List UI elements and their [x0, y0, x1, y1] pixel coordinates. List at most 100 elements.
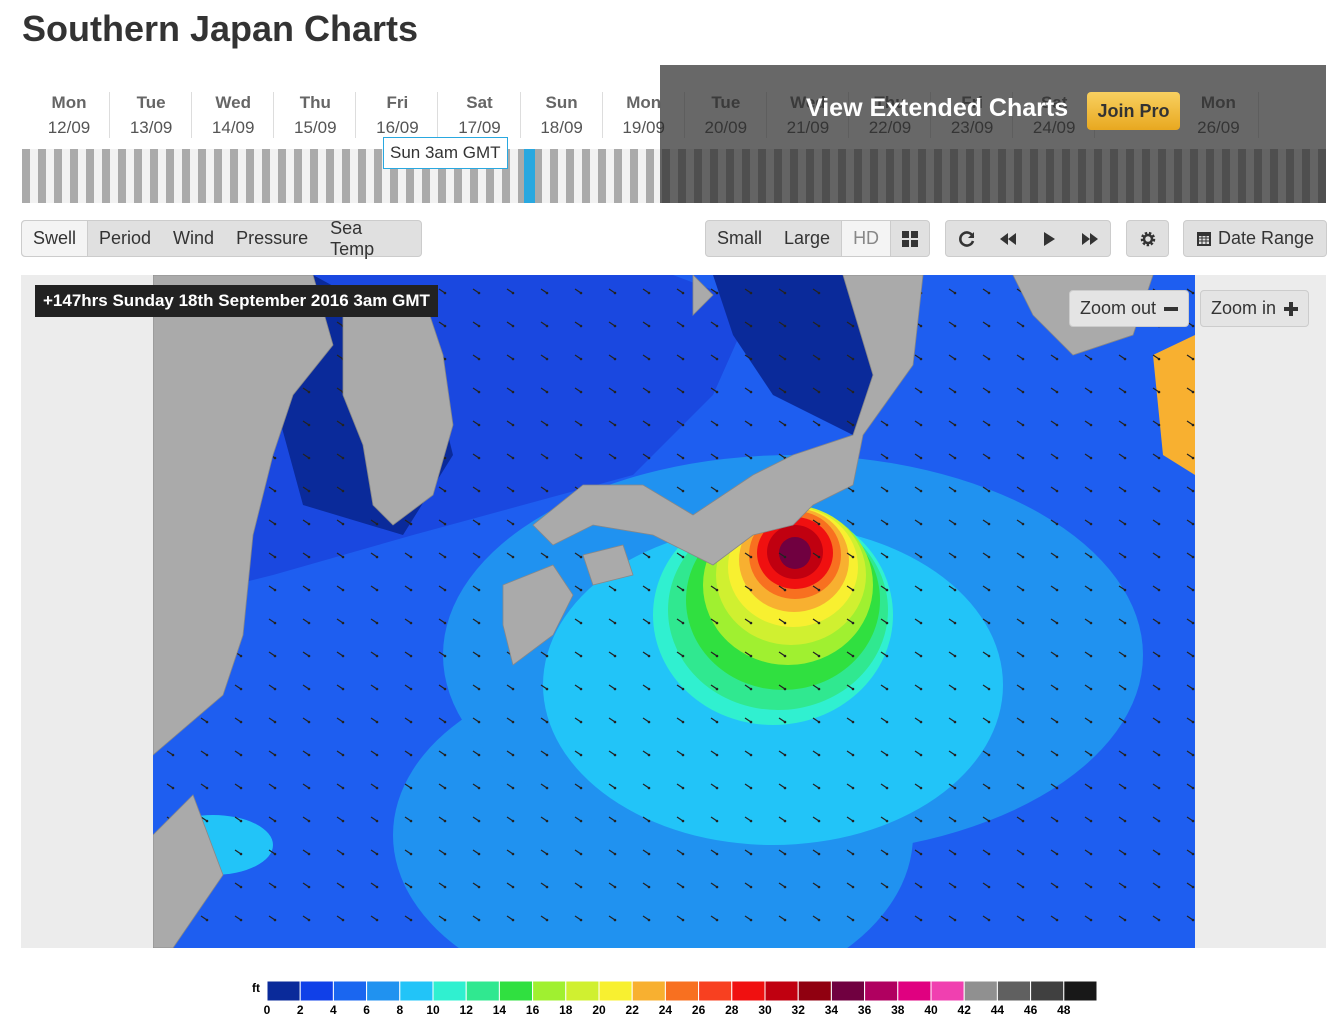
play-icon[interactable]	[1039, 229, 1059, 249]
zoom-in-label: Zoom in	[1211, 298, 1277, 318]
legend-label: 0	[264, 1003, 271, 1017]
legend-label: 48	[1057, 1003, 1071, 1017]
timeline-day[interactable]: Tue 13/09	[110, 90, 193, 140]
legend-label: 18	[559, 1003, 573, 1017]
timeline-day[interactable]: Thu 15/09	[274, 90, 357, 140]
day-divider	[601, 92, 603, 138]
legend-label: 14	[493, 1003, 507, 1017]
size-option[interactable]: Large	[784, 228, 831, 248]
day-name: Sat	[466, 93, 493, 112]
day-divider	[519, 92, 521, 138]
legend-swatch	[399, 980, 434, 1002]
legend-swatch	[631, 980, 666, 1002]
legend-label: 8	[396, 1003, 403, 1017]
legend-label: 10	[426, 1003, 440, 1017]
tab[interactable]: Wind	[173, 228, 215, 248]
tab[interactable]: Pressure	[236, 228, 309, 248]
legend-label: 20	[592, 1003, 606, 1017]
day-date: 13/09	[129, 118, 173, 137]
legend-label: 24	[659, 1003, 673, 1017]
size-option[interactable]: Small	[717, 228, 763, 248]
calendar-icon	[1196, 232, 1211, 246]
day-name: Mon	[626, 93, 662, 112]
timeline-day[interactable]: Mon 12/09	[28, 90, 110, 140]
timeline-day[interactable]: Sun 18/09	[521, 90, 603, 140]
size-option[interactable]: HD	[841, 221, 892, 256]
legend-swatch	[299, 980, 334, 1002]
legend-label: 46	[1024, 1003, 1038, 1017]
tab[interactable]: Sea Temp	[330, 217, 375, 259]
zoom-out-label: Zoom out	[1080, 298, 1157, 318]
legend-swatch	[897, 980, 932, 1002]
legend-label: 16	[526, 1003, 540, 1017]
legend-swatch	[963, 980, 998, 1002]
rewind-icon[interactable]	[998, 229, 1018, 249]
date-range-label: Date Range	[1217, 228, 1315, 248]
legend-label: 28	[725, 1003, 739, 1017]
legend-label: 42	[958, 1003, 972, 1017]
legend-label: 38	[891, 1003, 905, 1017]
timeline-day[interactable]: Wed 14/09	[192, 90, 275, 140]
day-divider	[109, 92, 110, 138]
minus-icon	[1164, 306, 1179, 311]
legend-label: 4	[330, 1003, 337, 1017]
timeline-day[interactable]: Sat 17/09	[439, 90, 521, 140]
legend-swatch	[1030, 980, 1065, 1002]
legend-swatch	[930, 980, 965, 1002]
zoom-in-button[interactable]: Zoom in	[1200, 290, 1310, 327]
day-date: 18/09	[540, 118, 583, 137]
day-name: Mon	[51, 93, 87, 112]
day-name: Tue	[136, 93, 166, 112]
day-date: 19/09	[622, 118, 665, 137]
legend-label: 36	[858, 1003, 872, 1017]
timeline-day[interactable]: Mon 19/09	[603, 90, 685, 140]
day-name: Thu	[299, 93, 331, 112]
forward-icon[interactable]	[1080, 229, 1100, 249]
legend-label: 26	[692, 1003, 706, 1017]
legend-swatch	[332, 980, 368, 1002]
legend-swatch	[731, 980, 766, 1002]
legend-swatch	[366, 980, 401, 1002]
grid-view-option[interactable]	[891, 221, 929, 256]
timeline-marker	[524, 149, 535, 203]
legend-label: 34	[825, 1003, 839, 1017]
legend-label: 6	[363, 1003, 370, 1017]
legend-swatch	[432, 980, 467, 1002]
legend-label: 12	[460, 1003, 474, 1017]
zoom-out-button[interactable]: Zoom out	[1069, 290, 1190, 327]
join-pro-button[interactable]: Join Pro	[1087, 92, 1180, 130]
grid-icon	[902, 230, 919, 247]
legend-swatch	[698, 980, 733, 1002]
settings-button[interactable]	[1126, 220, 1169, 257]
legend-swatch	[498, 980, 534, 1002]
legend-swatch	[565, 980, 600, 1002]
page-title: Southern Japan Charts	[22, 8, 419, 49]
day-divider	[355, 92, 357, 138]
day-date: 16/09	[376, 118, 419, 137]
legend-swatch	[864, 980, 899, 1002]
size-group: Small Large HD	[705, 220, 930, 257]
legend-swatch	[532, 980, 567, 1002]
refresh-icon[interactable]	[957, 229, 977, 249]
legend: ft 0 2 4 6 8 10 12 14 16 18 20 22 24 26 28 30 32 34 36 38 40…	[252, 980, 1098, 1017]
legend-swatch	[830, 980, 866, 1002]
map-timestamp: +147hrs Sunday 18th September 2016 3am G…	[35, 285, 438, 317]
legend-swatch	[1063, 980, 1098, 1002]
date-range-button[interactable]: Date Range	[1183, 220, 1327, 257]
plus-icon	[1284, 301, 1299, 316]
legend-label: 44	[991, 1003, 1005, 1017]
day-divider	[273, 92, 275, 138]
tab[interactable]: Swell	[22, 221, 89, 256]
day-divider	[437, 92, 439, 138]
tab[interactable]: Period	[99, 228, 152, 248]
legend-swatch	[266, 980, 301, 1002]
legend-swatch	[996, 980, 1032, 1002]
legend-swatch	[664, 980, 700, 1002]
day-divider	[191, 92, 193, 138]
promo-overlay[interactable]	[660, 65, 1326, 203]
timeline-day[interactable]: Fri 16/09	[356, 90, 439, 140]
day-date: 15/09	[294, 118, 337, 137]
legend-label: 2	[297, 1003, 304, 1017]
day-date: 14/09	[211, 118, 255, 137]
